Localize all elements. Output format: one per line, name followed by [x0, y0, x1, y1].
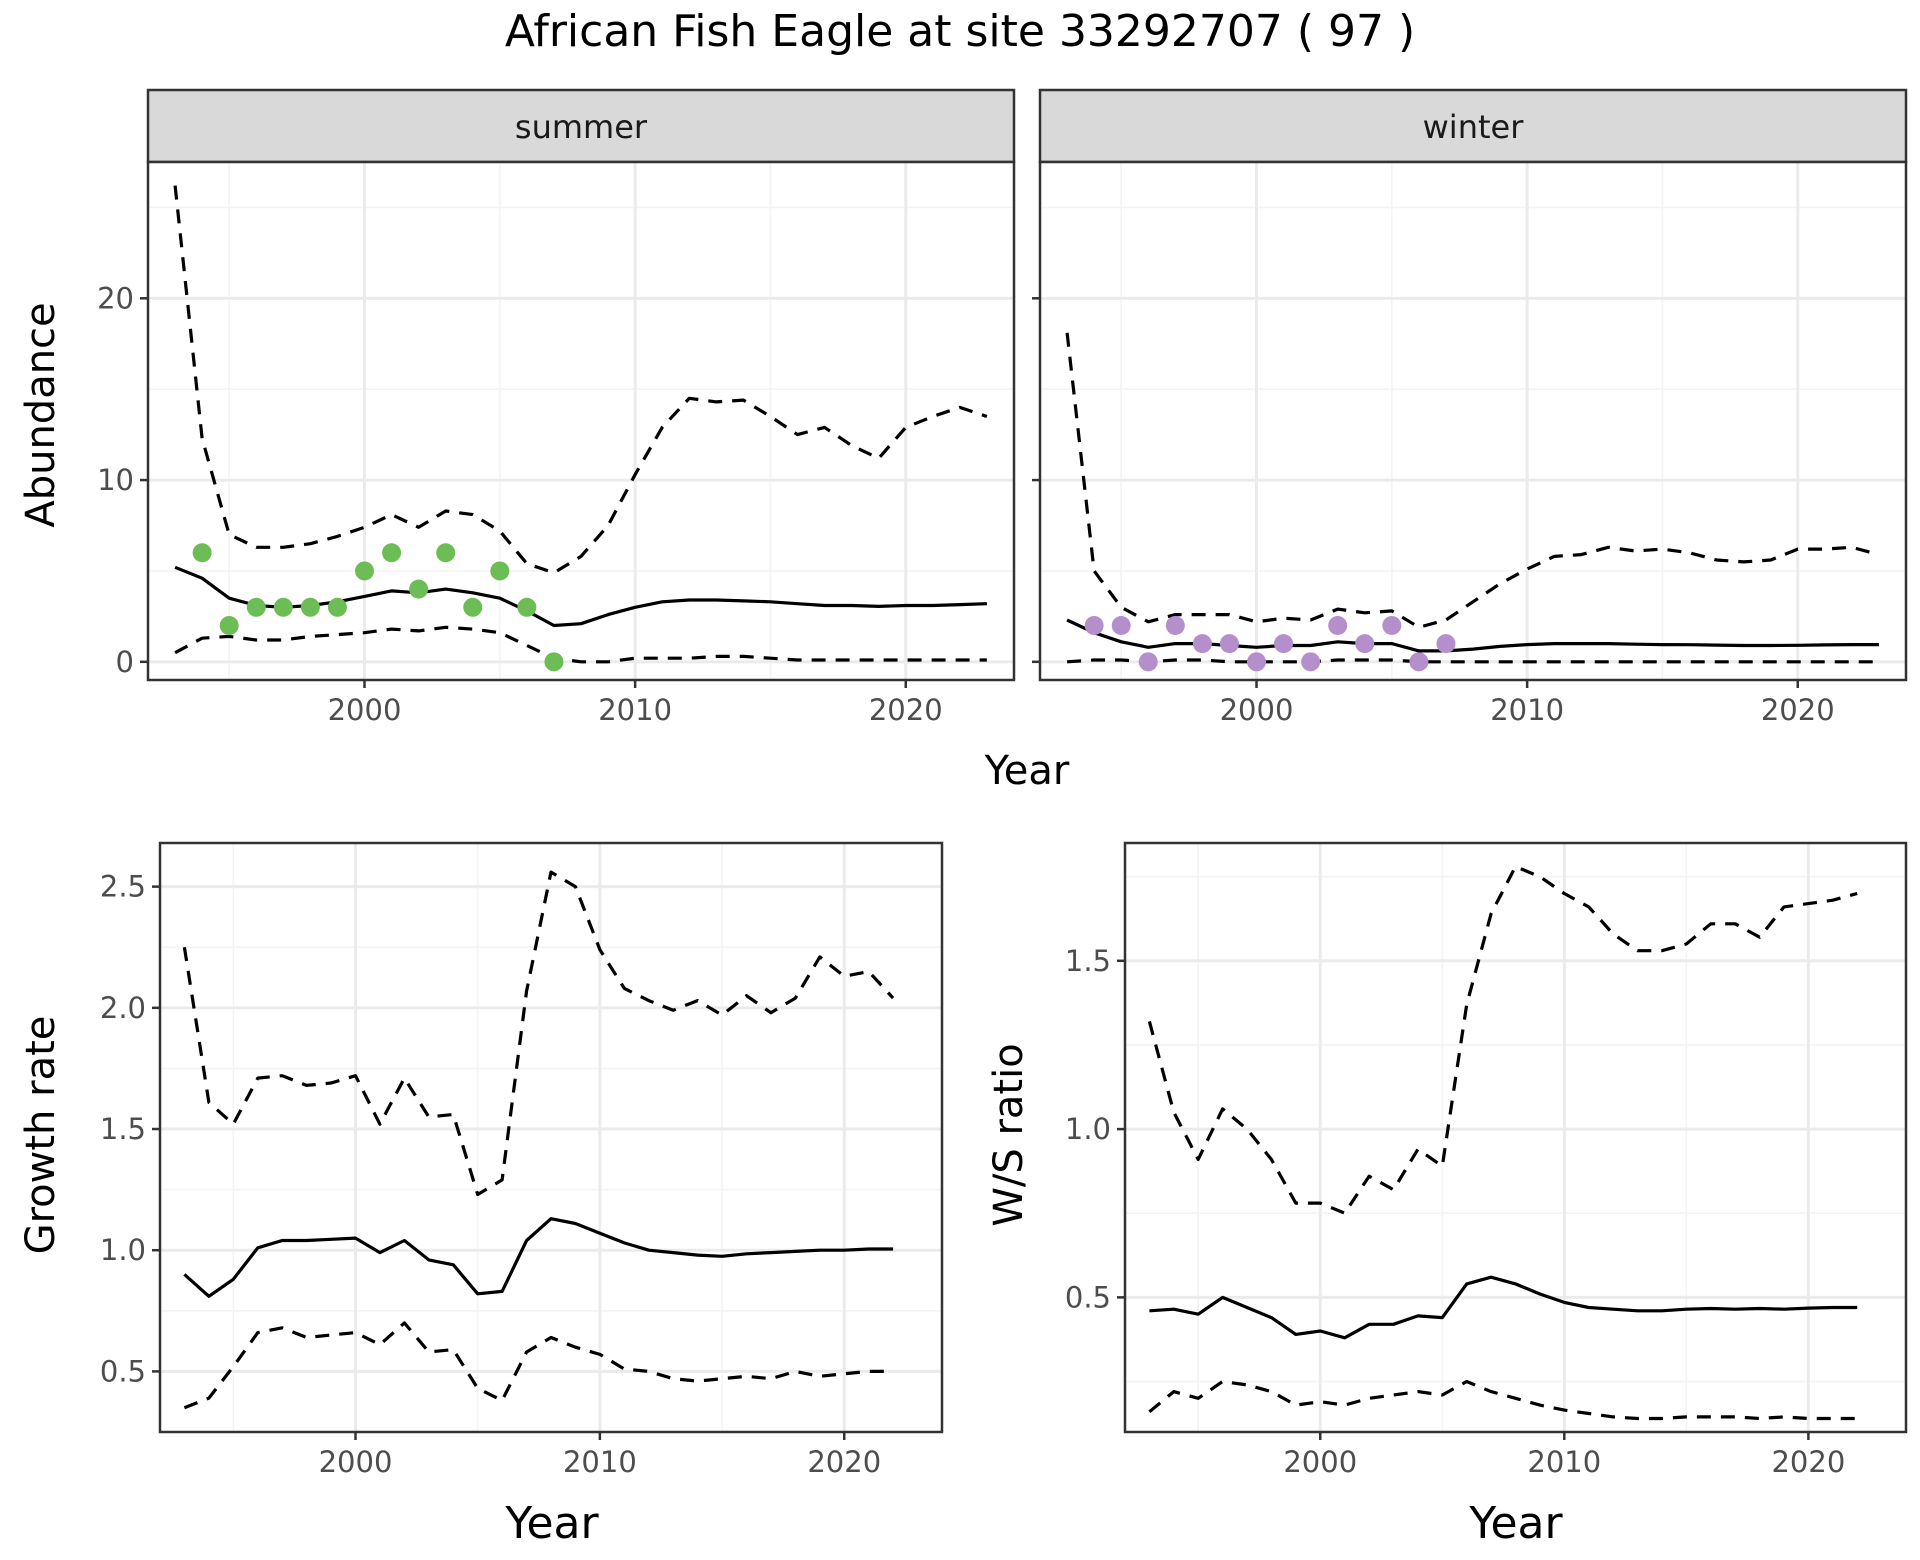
summer-observed-point — [382, 543, 402, 563]
summer-observed-point — [409, 579, 429, 599]
summer-y-tick-label: 0 — [116, 645, 134, 679]
summer-abundance-panel: 2000 2010 2020 0 10 20 — [97, 160, 1016, 727]
winter-observed-point — [1111, 615, 1131, 635]
summer-observed-point — [192, 543, 212, 563]
winter-observed-point — [1409, 652, 1429, 672]
growth-y-tick-label: 2.5 — [100, 870, 146, 904]
facet-strip-summer: summer — [146, 88, 1016, 164]
winter-observed-point — [1084, 615, 1104, 635]
growth-y-tick-label: 0.5 — [100, 1354, 146, 1388]
winter-observed-point — [1328, 615, 1348, 635]
growth-rate-y-axis-title: Growth rate — [18, 1016, 64, 1255]
growth-rate-x-axis-title: Year — [504, 1498, 599, 1549]
growth-y-tick-label: 1.5 — [100, 1112, 146, 1146]
summer-observed-point — [327, 597, 347, 617]
ratio-panel-border — [1123, 841, 1908, 1434]
ratio-lower-line — [1148, 1379, 1858, 1421]
growth-panel-border — [158, 841, 944, 1434]
winter-x-tick-label: 2000 — [1220, 693, 1294, 727]
ratio-y-tick-label: 0.5 — [1065, 1280, 1111, 1314]
summer-x-tick-label: 2000 — [328, 693, 402, 727]
summer-x-tick-label: 2020 — [869, 693, 943, 727]
ratio-y-tick-label: 1.5 — [1065, 944, 1111, 978]
winter-plot-area — [1040, 162, 1906, 680]
winter-observed-point — [1301, 652, 1321, 672]
winter-upper-line — [1065, 332, 1880, 629]
summer-observed-point — [517, 597, 537, 617]
summer-lower-line — [174, 625, 987, 664]
winter-observed-point — [1436, 634, 1456, 654]
summer-x-tick-label: 2010 — [598, 693, 672, 727]
ws-ratio-x-axis-title: Year — [1468, 1498, 1563, 1549]
ratio-upper-line — [1147, 864, 1858, 1215]
growth-y-tick-label: 2.0 — [100, 991, 146, 1025]
summer-observed-point — [355, 561, 374, 581]
ws-ratio-panel: 2000 2010 2020 0.5 1.0 1.5 — [1065, 841, 1908, 1479]
winter-observed-point — [1355, 634, 1375, 654]
strip-label-winter: winter — [1423, 108, 1525, 146]
winter-observed-point — [1247, 652, 1266, 672]
summer-observed-point — [219, 615, 239, 635]
summer-plot-area — [148, 162, 1014, 680]
winter-x-tick-label: 2010 — [1490, 693, 1564, 727]
summer-panel-border — [146, 160, 1016, 682]
strip-label-summer: summer — [515, 108, 648, 146]
summer-upper-line — [173, 185, 988, 575]
summer-observed-point — [544, 652, 564, 672]
summer-observed-point — [436, 543, 456, 563]
summer-observed-point — [463, 597, 483, 617]
winter-observed-point — [1382, 615, 1402, 635]
ratio-x-tick-label: 2000 — [1283, 1445, 1357, 1479]
summer-observed-point — [300, 597, 320, 617]
winter-observed-point — [1274, 634, 1294, 654]
growth-rate-panel: 2000 2010 2020 0.5 1.0 1.5 2.0 2.5 — [100, 841, 944, 1479]
growth-x-tick-label: 2010 — [563, 1445, 637, 1479]
ratio-mean-line — [1149, 1275, 1858, 1340]
winter-observed-point — [1138, 652, 1158, 672]
growth-y-tick-label: 1.0 — [100, 1233, 146, 1267]
ratio-y-tick-label: 1.0 — [1065, 1112, 1111, 1146]
winter-abundance-panel: 2000 2010 2020 — [1032, 160, 1908, 727]
summer-y-tick-label: 10 — [97, 463, 134, 497]
growth-x-tick-label: 2000 — [319, 1445, 393, 1479]
winter-observed-point — [1165, 615, 1185, 635]
ratio-x-tick-label: 2020 — [1771, 1445, 1845, 1479]
summer-observed-point — [490, 561, 510, 581]
summer-y-tick-label: 20 — [97, 281, 134, 315]
growth-x-tick-label: 2020 — [807, 1445, 881, 1479]
ws-ratio-y-axis-title: W/S ratio — [986, 1043, 1032, 1226]
growth-upper-line — [182, 870, 895, 1197]
summer-observed-point — [246, 597, 266, 617]
top-row-x-axis-title: Year — [984, 748, 1070, 794]
facet-strip-winter: winter — [1038, 88, 1908, 164]
winter-observed-point — [1219, 634, 1239, 654]
ratio-x-tick-label: 2010 — [1527, 1445, 1601, 1479]
winter-observed-point — [1192, 634, 1212, 654]
winter-x-tick-label: 2020 — [1761, 693, 1835, 727]
winter-lower-line — [1066, 658, 1879, 664]
summer-observed-point — [273, 597, 293, 617]
growth-plot-area — [160, 843, 942, 1432]
winter-panel-border — [1038, 160, 1908, 682]
ratio-plot-area — [1125, 843, 1906, 1432]
abundance-y-axis-title: Abundance — [18, 302, 64, 527]
growth-mean-line — [183, 1217, 894, 1298]
growth-lower-line — [183, 1321, 894, 1410]
figure-title: African Fish Eagle at site 33292707 ( 97… — [505, 6, 1415, 57]
